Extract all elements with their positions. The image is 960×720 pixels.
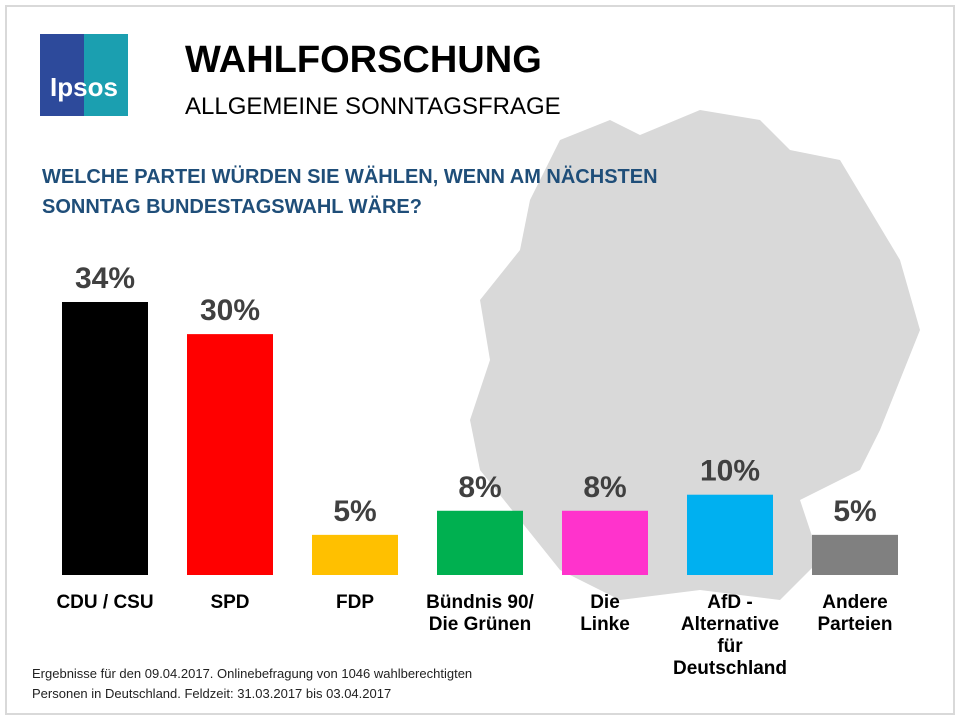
bar (687, 494, 773, 575)
category-label: Andere Parteien (817, 592, 893, 635)
category-label: CDU / CSU (56, 592, 154, 613)
bar (812, 534, 898, 575)
category-label: SPD (210, 592, 250, 613)
category-label: Die Linke (580, 592, 630, 635)
value-label: 10% (700, 455, 760, 488)
bar (437, 510, 523, 575)
bar (562, 510, 648, 575)
value-label: 34% (75, 262, 135, 295)
value-label: 8% (458, 471, 501, 504)
category-label: AfD - Alternative für Deutschland (672, 592, 788, 679)
value-label: 5% (333, 495, 376, 528)
chart-subtitle: ALLGEMEINE SONNTAGSFRAGE (185, 93, 561, 120)
bar (187, 334, 273, 575)
chart-title: WAHLFORSCHUNG (185, 39, 542, 81)
bar (62, 302, 148, 575)
bar (312, 534, 398, 575)
value-label: 30% (200, 294, 260, 327)
value-label: 5% (833, 495, 876, 528)
category-label: FDP (336, 592, 374, 613)
footnote: Ergebnisse für den 09.04.2017. Onlinebef… (32, 666, 473, 701)
logo-box-left (40, 34, 84, 116)
logo-text: Ipsos (50, 72, 118, 102)
map-background (470, 110, 920, 600)
frame (5, 5, 955, 715)
category-label: Bündnis 90/ Die Grünen (426, 592, 534, 635)
value-label: 8% (583, 471, 626, 504)
question: WELCHE PARTEI WÜRDEN SIE WÄHLEN, WENN AM… (42, 166, 658, 218)
